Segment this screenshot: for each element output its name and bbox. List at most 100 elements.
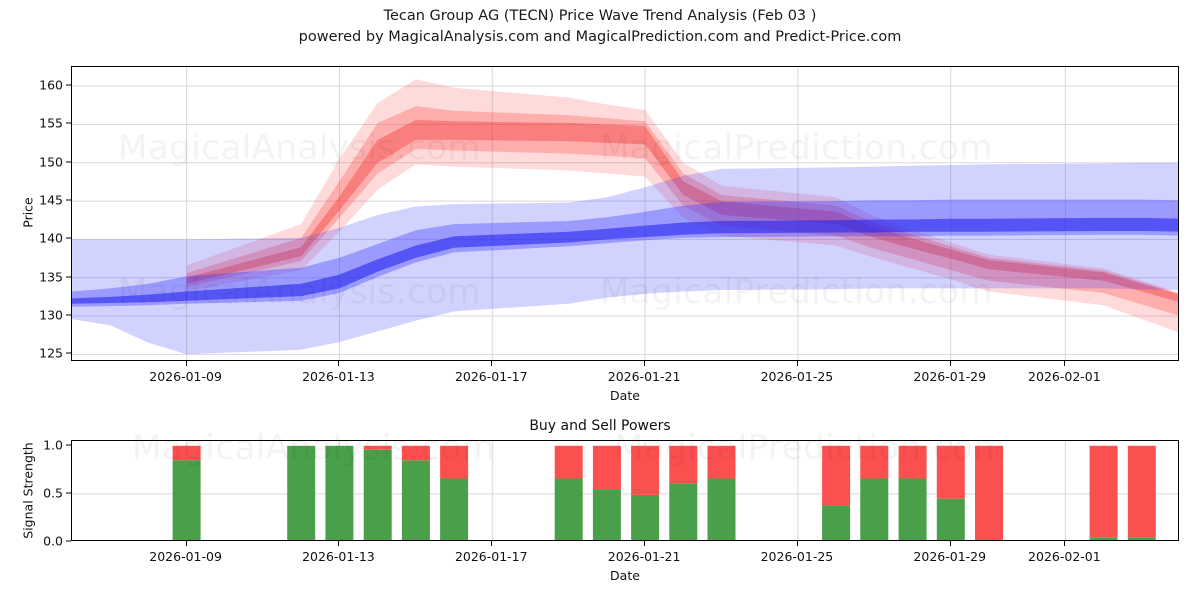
price-x-tick-mark (796, 361, 798, 366)
signal-x-tick-label: 2026-01-17 (454, 549, 528, 564)
price-x-tick-mark (949, 361, 951, 366)
signal-x-tick-label: 2026-01-29 (913, 549, 987, 564)
sell-power-segment[interactable] (898, 445, 927, 479)
sell-power-segment[interactable] (822, 445, 851, 506)
price-x-tick-label: 2026-01-09 (149, 369, 222, 384)
signal-y-tick-label: 0.5 (43, 485, 63, 501)
price-y-tick-mark (66, 237, 71, 239)
price-x-tick-label: 2026-01-17 (454, 369, 528, 384)
signal-bar[interactable] (1127, 445, 1156, 541)
buy-sell-powers-title: Buy and Sell Powers (529, 418, 671, 434)
sell-power-segment[interactable] (401, 445, 430, 461)
buy-power-segment[interactable] (822, 505, 851, 541)
signal-x-tick-label: 2026-02-01 (1028, 549, 1101, 564)
signal-x-tick-mark (796, 541, 798, 546)
price-x-tick-mark (491, 361, 493, 366)
price-y-tick-label: 125 (39, 345, 63, 361)
price-x-tick-mark (644, 361, 646, 366)
buy-and-sell-powers-chart (71, 440, 1179, 541)
buy-power-segment[interactable] (860, 478, 889, 542)
signal-x-tick-mark (1064, 541, 1066, 546)
price-x-tick-label: 2026-01-29 (913, 369, 987, 384)
price-y-tick-label: 145 (39, 192, 63, 208)
signal-bar[interactable] (822, 445, 851, 541)
signal-bar[interactable] (1089, 445, 1118, 541)
price-y-tick-label: 140 (39, 230, 63, 246)
sell-power-segment[interactable] (860, 445, 889, 479)
band-red-mid-band (186, 106, 1178, 316)
price-y-tick-mark (66, 84, 71, 86)
signal-y-tick-label: 1.0 (43, 437, 63, 453)
sell-power-segment[interactable] (172, 445, 201, 461)
signal-y-tick-mark (66, 444, 71, 446)
signal-bar[interactable] (631, 445, 660, 541)
sell-power-segment[interactable] (669, 445, 698, 484)
signal-y-tick-mark (66, 540, 71, 542)
price-y-tick-label: 155 (39, 115, 63, 131)
signal-bar[interactable] (975, 445, 1003, 541)
signal-bar[interactable] (707, 445, 736, 542)
sell-power-segment[interactable] (440, 445, 469, 479)
buy-power-segment[interactable] (287, 445, 316, 541)
price-y-tick-mark (66, 199, 71, 201)
sell-power-segment[interactable] (936, 445, 965, 499)
buy-power-segment[interactable] (1089, 537, 1118, 541)
chart-title-block: Tecan Group AG (TECN) Price Wave Trend A… (0, 6, 1200, 48)
signal-x-tick-label: 2026-01-13 (302, 549, 375, 564)
price-x-tick-label: 2026-02-01 (1028, 369, 1101, 384)
price-x-tick-label: 2026-01-13 (302, 369, 375, 384)
signal-x-tick-mark (491, 541, 493, 546)
sell-power-segment[interactable] (975, 445, 1003, 541)
price-y-tick-mark (66, 352, 71, 354)
buy-power-segment[interactable] (707, 478, 736, 542)
price-x-tick-mark (338, 361, 340, 366)
buy-power-segment[interactable] (554, 478, 583, 542)
price-axis-label: Price (20, 197, 36, 228)
buy-power-segment[interactable] (592, 489, 621, 541)
buy-power-segment[interactable] (669, 483, 698, 541)
sell-power-segment[interactable] (363, 445, 392, 450)
buy-power-segment[interactable] (1127, 537, 1156, 541)
sell-power-segment[interactable] (592, 445, 621, 490)
signal-bar[interactable] (440, 445, 469, 542)
buy-power-segment[interactable] (363, 449, 392, 541)
sell-power-segment[interactable] (631, 445, 660, 495)
price-y-tick-mark (66, 122, 71, 124)
signal-bar[interactable] (363, 445, 392, 541)
band-red-outer-band (186, 79, 1178, 333)
buy-power-segment[interactable] (936, 498, 965, 541)
band-blue-core-band (72, 217, 1178, 304)
signal-bar[interactable] (401, 445, 430, 541)
signal-bar[interactable] (325, 445, 354, 541)
signal-x-tick-mark (949, 541, 951, 546)
price-wave-chart (71, 66, 1179, 361)
price-wave-bands (72, 67, 1178, 360)
signal-bar[interactable] (592, 445, 621, 541)
signal-bar[interactable] (172, 445, 201, 541)
buy-power-segment[interactable] (172, 460, 201, 541)
price-y-tick-mark (66, 314, 71, 316)
signal-x-tick-label: 2026-01-09 (149, 549, 222, 564)
buy-power-segment[interactable] (325, 445, 354, 541)
sell-power-segment[interactable] (1089, 445, 1118, 538)
signal-date-axis-label: Date (610, 568, 640, 583)
buy-power-segment[interactable] (401, 460, 430, 541)
signal-bar[interactable] (860, 445, 889, 542)
signal-bar[interactable] (554, 445, 583, 542)
signal-bar[interactable] (898, 445, 927, 542)
price-y-tick-mark (66, 161, 71, 163)
buy-power-segment[interactable] (440, 478, 469, 542)
sell-power-segment[interactable] (707, 445, 736, 479)
signal-bar[interactable] (936, 445, 965, 541)
signal-strength-bars (72, 441, 1178, 542)
sell-power-segment[interactable] (554, 445, 583, 479)
price-y-tick-label: 135 (39, 269, 63, 285)
sell-power-segment[interactable] (1127, 445, 1156, 538)
signal-x-tick-label: 2026-01-21 (607, 549, 681, 564)
signal-bar[interactable] (669, 445, 698, 541)
buy-power-segment[interactable] (631, 494, 660, 541)
buy-power-segment[interactable] (898, 478, 927, 542)
signal-bar[interactable] (287, 445, 316, 541)
price-y-tick-label: 160 (39, 77, 63, 93)
price-x-tick-label: 2026-01-25 (760, 369, 834, 384)
